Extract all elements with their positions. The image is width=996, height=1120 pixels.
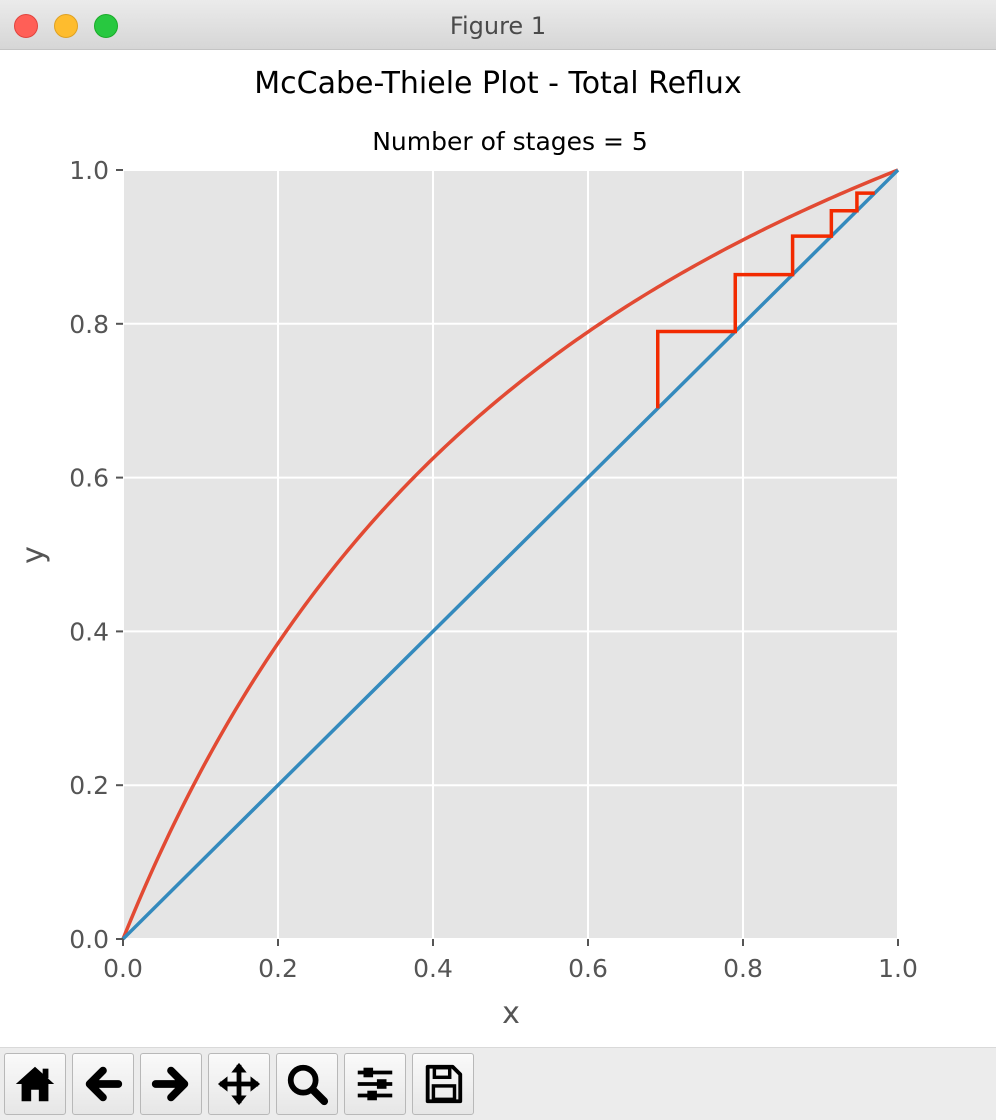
- y-tick-label: 0.0: [69, 925, 109, 954]
- x-tick-label: 0.8: [723, 954, 763, 983]
- x-tick-label: 0.2: [258, 954, 298, 983]
- x-tick-label: 0.4: [413, 954, 453, 983]
- window-minimize-button[interactable]: [54, 14, 78, 38]
- pan-button[interactable]: [208, 1053, 270, 1115]
- save-button[interactable]: [412, 1053, 474, 1115]
- forward-button[interactable]: [140, 1053, 202, 1115]
- x-tick-label: 1.0: [878, 954, 918, 983]
- x-tick-label: 0.6: [568, 954, 608, 983]
- y-axis-label: y: [16, 546, 51, 564]
- figure-canvas[interactable]: 0.0 0.2 0.4 0.6 0.8 1.0 0.0 0.2 0.4 0.6 0.8 1.0 McC…: [0, 50, 996, 1047]
- window-zoom-button[interactable]: [94, 14, 118, 38]
- y-tick-label: 0.6: [69, 464, 109, 493]
- configure-subplots-button[interactable]: [344, 1053, 406, 1115]
- zoom-magnifier-icon: [287, 1064, 329, 1106]
- chart-title: McCabe-Thiele Plot - Total Reflux: [254, 66, 741, 101]
- y-tick-label: 0.8: [69, 310, 109, 339]
- grid-lines: [122, 169, 899, 940]
- back-button[interactable]: [72, 1053, 134, 1115]
- forward-arrow-icon: [151, 1066, 189, 1102]
- y-tick-label: 0.4: [69, 617, 109, 646]
- chart-subtitle: Number of stages = 5: [372, 127, 648, 156]
- pan-move-icon: [217, 1062, 261, 1106]
- x-axis-label: x: [502, 996, 520, 1031]
- stage-steps: [656, 191, 875, 409]
- axis-ticks: 0.0 0.2 0.4 0.6 0.8 1.0 0.0 0.2 0.4 0.6 0.8 1.0: [69, 156, 918, 983]
- plot-lines: [121, 168, 900, 941]
- window-title: Figure 1: [449, 12, 547, 40]
- subplots-sliders-icon: [357, 1067, 393, 1101]
- save-floppy-icon: [425, 1064, 463, 1104]
- zoom-button[interactable]: [276, 1053, 338, 1115]
- diagonal-line: [121, 168, 900, 941]
- y-tick-label: 0.2: [69, 771, 109, 800]
- home-icon: [15, 1066, 55, 1102]
- equilibrium-curve: [121, 168, 899, 940]
- home-button[interactable]: [4, 1053, 66, 1115]
- window-close-button[interactable]: [14, 14, 38, 38]
- y-tick-label: 1.0: [69, 156, 109, 185]
- navigation-toolbar: [0, 1047, 996, 1120]
- back-arrow-icon: [85, 1066, 123, 1102]
- x-tick-label: 0.0: [103, 954, 143, 983]
- window-titlebar: Figure 1: [0, 0, 996, 50]
